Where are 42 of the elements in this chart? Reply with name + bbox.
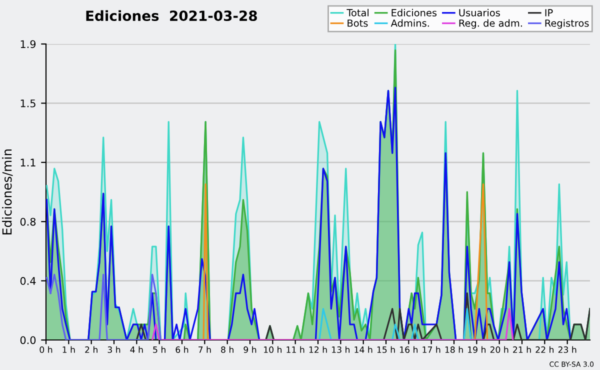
- legend-label: Ediciones: [392, 8, 437, 16]
- x-tick-label: 10 h: [264, 346, 282, 353]
- legend-label: Bots: [348, 20, 368, 27]
- x-tick-label: 7 h: [198, 346, 211, 353]
- x-tick-label: 13 h: [332, 346, 350, 353]
- x-tick-label: 20 h: [490, 346, 508, 353]
- chart-title: Ediciones 2021-03-28: [86, 10, 257, 22]
- x-tick-label: 22 h: [536, 346, 554, 353]
- x-tick-label: 14 h: [354, 346, 372, 353]
- y-axis-title: Ediciones/min: [2, 149, 13, 234]
- legend-label: Usuarios: [459, 8, 500, 16]
- x-tick-label: 5 h: [153, 346, 166, 353]
- x-tick-label: 0 h: [40, 346, 52, 353]
- y-tick-label: 0.8: [20, 218, 36, 226]
- x-tick-label: 12 h: [309, 346, 327, 353]
- legend-label: Registros: [545, 19, 589, 29]
- line-series: [46, 86, 572, 340]
- x-tick-label: 23 h: [558, 346, 576, 353]
- y-tick-label: 0.0: [20, 336, 36, 344]
- x-tick-label: 21 h: [513, 346, 531, 353]
- x-tick-label: 3 h: [108, 346, 120, 353]
- line-series: [46, 274, 162, 340]
- x-tick-label: 11 h: [286, 346, 304, 353]
- legend-label: IP: [545, 9, 553, 16]
- y-tick-label: 1.1: [20, 158, 36, 166]
- legend-label: Total: [346, 8, 368, 16]
- x-tick-label: 19 h: [468, 346, 486, 353]
- x-tick-label: 4 h: [130, 346, 143, 353]
- x-tick-label: 8 h: [221, 346, 234, 353]
- x-tick-label: 6 h: [176, 346, 188, 353]
- legend-label: Reg. de adm.: [459, 19, 522, 29]
- legend-label: Admins.: [390, 19, 429, 27]
- x-tick-label: 2 h: [85, 346, 98, 353]
- x-tick-label: 17 h: [422, 346, 440, 353]
- y-tick-label: 1.9: [20, 40, 36, 48]
- x-tick-label: 1 h: [62, 346, 75, 353]
- y-tick-label: 1.5: [20, 100, 36, 108]
- x-tick-label: 15 h: [377, 346, 395, 353]
- x-tick-label: 9 h: [244, 346, 256, 353]
- y-tick-label: 0.4: [20, 277, 36, 285]
- x-tick-label: 16 h: [400, 346, 418, 353]
- x-tick-label: 18 h: [445, 346, 463, 353]
